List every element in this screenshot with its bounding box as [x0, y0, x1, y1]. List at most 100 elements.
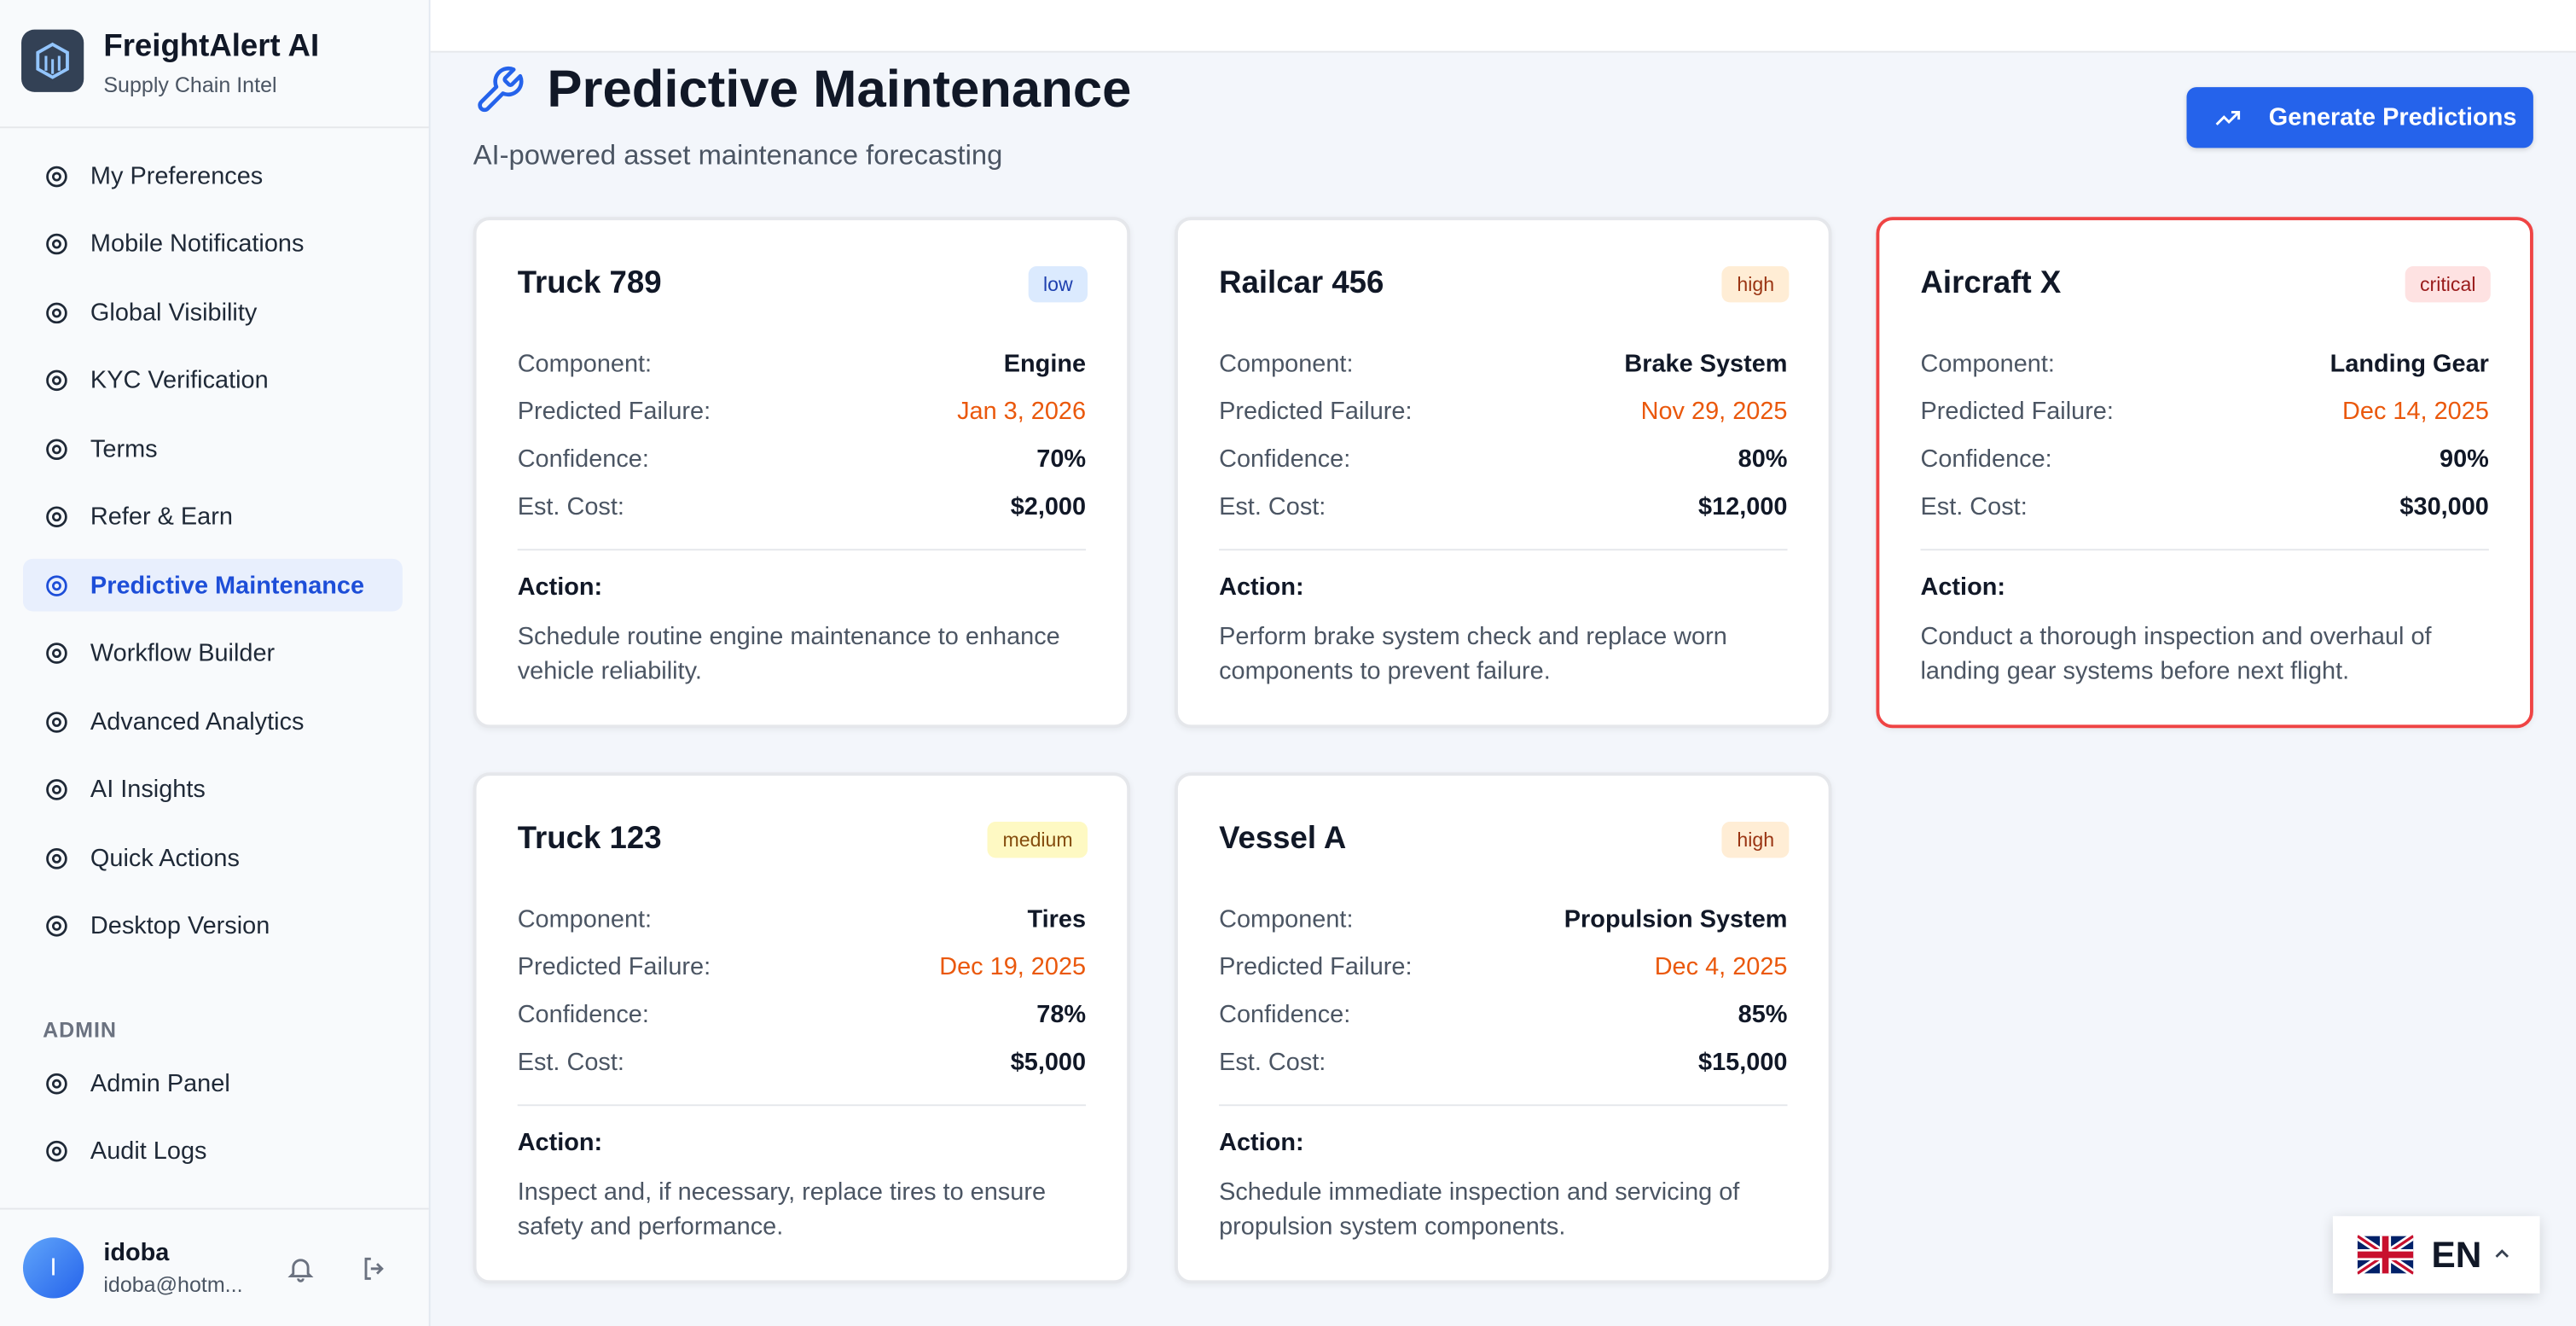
- severity-badge: critical: [2405, 266, 2491, 303]
- detail-value: 80%: [1738, 445, 1788, 474]
- divider: [517, 1104, 1087, 1107]
- severity-badge: low: [1028, 266, 1088, 303]
- card-title: Vessel A: [1219, 822, 1347, 857]
- detail-row: Est. Cost: $30,000: [1920, 493, 2488, 521]
- detail-label: Predicted Failure:: [1920, 398, 2114, 426]
- action-label: Action:: [1219, 1129, 1304, 1157]
- severity-badge: high: [1722, 822, 1790, 858]
- nav-item[interactable]: Desktop Version: [23, 899, 403, 952]
- detail-row: Component: Propulsion System: [1219, 905, 1787, 933]
- nav-icon: [46, 506, 67, 528]
- nav-item[interactable]: Workflow Builder: [23, 627, 403, 680]
- language-selector[interactable]: EN: [2332, 1216, 2540, 1294]
- asset-card[interactable]: Truck 789 low Component: Engine Predicted Fa…: [473, 217, 1131, 729]
- card-title: Railcar 456: [1219, 266, 1384, 301]
- page-title: Predictive Maintenance: [547, 59, 1132, 119]
- bell-icon[interactable]: [286, 1254, 316, 1284]
- detail-label: Component:: [517, 350, 653, 378]
- detail-label: Confidence:: [1920, 445, 2052, 474]
- nav-item[interactable]: Refer & Earn: [23, 491, 403, 544]
- nav-label: KYC Verification: [90, 366, 269, 395]
- detail-value: Engine: [1003, 350, 1087, 378]
- nav-label: Audit Logs: [90, 1137, 207, 1166]
- user-name: idoba: [103, 1239, 170, 1267]
- divider: [517, 549, 1087, 551]
- sidebar: FreightAlert AI Supply Chain Intel My Pr…: [0, 0, 431, 1326]
- detail-label: Est. Cost:: [517, 492, 624, 521]
- avatar[interactable]: I: [22, 1237, 84, 1299]
- detail-row: Component: Tires: [518, 905, 1086, 933]
- nav-item[interactable]: Audit Logs: [23, 1125, 403, 1178]
- asset-card[interactable]: Railcar 456 high Component: Brake System Pre…: [1175, 217, 1832, 729]
- generate-button[interactable]: Generate Predictions: [2186, 87, 2533, 148]
- nav-item[interactable]: Terms: [23, 422, 403, 475]
- asset-card[interactable]: Aircraft X critical Component: Landing Gear…: [1876, 217, 2533, 729]
- nav-label: Desktop Version: [90, 911, 270, 940]
- nav-icon: [46, 1140, 67, 1162]
- brand-subtitle: Supply Chain Intel: [103, 72, 277, 97]
- detail-row: Predicted Failure: Dec 4, 2025: [1219, 953, 1787, 981]
- detail-label: Est. Cost:: [517, 1048, 624, 1077]
- nav-icon: [46, 916, 67, 937]
- detail-row: Predicted Failure: Dec 19, 2025: [518, 953, 1086, 981]
- nav-item[interactable]: KYC Verification: [23, 354, 403, 407]
- detail-label: Predicted Failure:: [517, 953, 711, 981]
- nav-label: Workflow Builder: [90, 639, 276, 667]
- nav-label: Global Visibility: [90, 298, 258, 327]
- detail-label: Est. Cost:: [1920, 492, 2028, 521]
- detail-value: Nov 29, 2025: [1640, 398, 1788, 426]
- detail-row: Confidence: 78%: [518, 1001, 1086, 1029]
- detail-row: Est. Cost: $12,000: [1219, 493, 1787, 521]
- detail-value: $15,000: [1698, 1048, 1788, 1077]
- nav-item[interactable]: My Preferences: [23, 149, 403, 202]
- nav-item[interactable]: Predictive Maintenance: [22, 558, 403, 612]
- detail-row: Confidence: 85%: [1219, 1001, 1787, 1029]
- detail-label: Confidence:: [1219, 1000, 1351, 1029]
- detail-row: Est. Cost: $5,000: [518, 1049, 1086, 1077]
- asset-card[interactable]: Truck 123 medium Component: Tires Predicted …: [473, 772, 1131, 1284]
- divider: [0, 1207, 429, 1210]
- detail-value: 85%: [1738, 1000, 1788, 1029]
- nav-label: Refer & Earn: [90, 503, 233, 532]
- detail-row: Est. Cost: $2,000: [518, 493, 1086, 521]
- detail-row: Component: Brake System: [1219, 350, 1787, 378]
- detail-row: Confidence: 80%: [1219, 445, 1787, 474]
- detail-value: Jan 3, 2026: [957, 398, 1087, 426]
- nav-item[interactable]: Advanced Analytics: [23, 695, 403, 748]
- detail-value: Dec 14, 2025: [2342, 398, 2489, 426]
- detail-label: Predicted Failure:: [517, 398, 711, 426]
- detail-row: Predicted Failure: Nov 29, 2025: [1219, 398, 1787, 426]
- divider: [1219, 549, 1788, 551]
- card-title: Truck 789: [517, 266, 662, 301]
- nav-icon: [46, 1072, 67, 1094]
- action-text: Conduct a thorough inspection and overha…: [1920, 622, 2432, 686]
- page-subtitle: AI-powered asset maintenance forecasting: [473, 139, 1003, 172]
- divider: [1920, 549, 2489, 551]
- detail-row: Component: Engine: [518, 350, 1086, 378]
- nav-item[interactable]: Admin Panel: [23, 1056, 403, 1109]
- nav-icon: [46, 369, 67, 392]
- action-label: Action:: [1920, 573, 2006, 602]
- nav-item[interactable]: Global Visibility: [23, 286, 403, 339]
- action-label: Action:: [517, 1129, 603, 1157]
- nav-item[interactable]: Mobile Notifications: [23, 218, 403, 270]
- detail-row: Predicted Failure: Jan 3, 2026: [518, 398, 1086, 426]
- divider: [1219, 1104, 1788, 1107]
- nav-icon: [46, 301, 67, 323]
- nav-item[interactable]: Quick Actions: [23, 832, 403, 885]
- detail-value: 70%: [1036, 445, 1087, 474]
- severity-badge: medium: [988, 822, 1088, 858]
- detail-row: Confidence: 90%: [1920, 445, 2488, 474]
- logout-icon[interactable]: [360, 1254, 390, 1284]
- detail-label: Predicted Failure:: [1219, 953, 1413, 981]
- detail-label: Component:: [1920, 350, 2055, 378]
- detail-label: Component:: [1219, 905, 1354, 933]
- asset-card[interactable]: Vessel A high Component: Propulsion System P…: [1175, 772, 1832, 1284]
- detail-row: Est. Cost: $15,000: [1219, 1049, 1787, 1077]
- detail-label: Component:: [1219, 350, 1354, 378]
- nav-label: AI Insights: [90, 776, 206, 804]
- nav-item[interactable]: AI Insights: [23, 764, 403, 817]
- nav-icon: [46, 779, 67, 800]
